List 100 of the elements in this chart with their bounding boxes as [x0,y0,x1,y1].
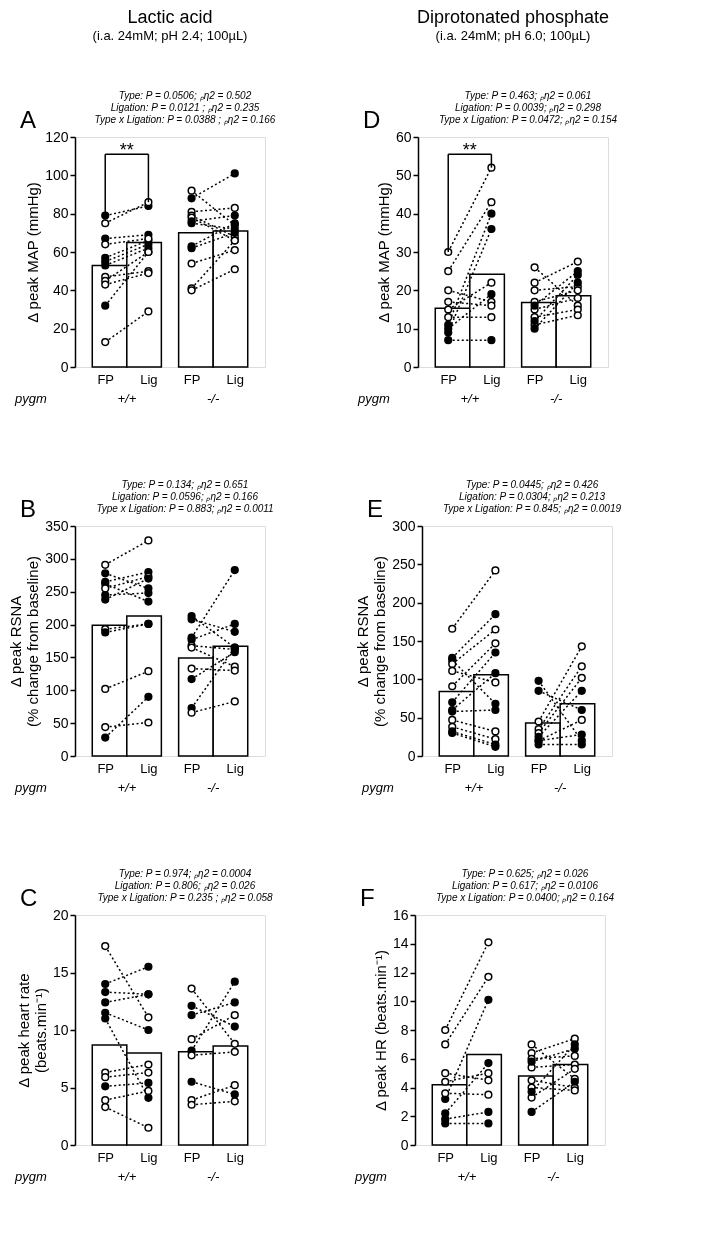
text: -/- [554,780,567,795]
annotation: ** [119,140,134,161]
text: +/+ [117,391,137,406]
x-tick-label: FP [97,1149,115,1165]
y-tick-label: 10 [52,1021,69,1038]
text: +/+ [464,780,484,795]
y-tick-label: 80 [52,205,69,222]
text: -/- [550,391,563,406]
y-tick-label: 30 [395,243,412,260]
y-tick-label: 250 [392,555,416,572]
y-tick-label: 100 [45,166,69,183]
y-tick-label: 2 [400,1107,409,1124]
y-tick-label: 100 [392,670,416,687]
text: +/+ [457,1169,477,1184]
y-tick-label: 12 [392,964,409,980]
x-tick-label: Lig [573,760,591,776]
y-tick-label: 20 [52,906,69,923]
y-tick-label: 8 [400,1021,409,1038]
text: -/- [207,1169,220,1184]
y-tick-label: 0 [400,1136,409,1153]
text: pygm [361,780,394,795]
text: pygm [354,1169,387,1184]
text: Ligation: P = 0.0304; ₚη2 = 0.213 [459,491,606,503]
text: pygm [14,391,47,406]
text: Type: P = 0.625; ₚη2 = 0.026 [461,868,589,880]
x-tick-label: FP [523,1149,541,1165]
text: F [360,884,375,911]
y-tick-label: 100 [45,681,69,698]
chart-title: Diprotonated phosphate [416,7,610,27]
y-axis-title: Δ peak MAP (mmHg) [374,182,392,323]
text: +/+ [117,1169,137,1184]
x-tick-label: Lig [226,371,244,387]
y-tick-label: 40 [52,281,69,298]
x-tick-label: FP [97,760,115,776]
text: Ligation: P = 0.806; ₚη2 = 0.026 [114,880,256,892]
text: +/+ [117,780,137,795]
text: Type: P = 0.134; ₚη2 = 0.651 [121,479,249,491]
y-tick-label: 150 [392,632,416,649]
text: Type: P = 0.974; ₚη2 = 0.0004 [118,868,252,880]
y-tick-label: 50 [399,709,416,726]
y-tick-label: 0 [60,1136,69,1153]
y-tick-label: 0 [60,358,69,375]
y-tick-label: 14 [392,935,409,952]
y-tick-label: 60 [395,128,412,145]
x-tick-label: Lig [483,371,501,387]
y-tick-label: 6 [400,1050,409,1067]
y-tick-label: 150 [45,648,69,665]
y-tick-label: 200 [45,616,69,633]
text: Ligation: P = 0.0121 ; ₚη2 = 0.235 [110,102,260,114]
y-tick-label: 300 [392,517,416,534]
text: pygm [14,780,47,795]
x-tick-label: FP [444,760,462,776]
y-tick-label: 250 [45,583,69,600]
x-tick-label: FP [526,371,544,387]
y-tick-label: 4 [400,1079,409,1095]
x-tick-label: FP [183,371,201,387]
y-tick-label: 200 [392,594,416,611]
y-tick-label: 5 [60,1079,69,1095]
text: Type: P = 0.0506; ₚη2 = 0.502 [118,90,252,102]
x-tick-label: FP [530,760,548,776]
y-axis-title: Δ peak RSNA (% change from baseline) [354,556,389,727]
y-axis-title: Δ peak HR (beats.min⁻¹) [371,950,389,1111]
y-tick-label: 20 [395,281,412,298]
x-tick-label: FP [183,760,201,776]
text: -/- [547,1169,560,1184]
y-tick-label: 350 [45,517,69,534]
y-tick-label: 300 [45,550,69,567]
y-tick-label: 10 [395,320,412,337]
x-tick-label: Lig [487,760,505,776]
y-tick-label: 16 [392,906,409,923]
text: Ligation: P = 0.0039; ₚη2 = 0.298 [455,102,602,114]
y-tick-label: 50 [52,714,69,731]
text: E [367,495,384,522]
y-tick-label: 0 [407,747,416,764]
y-tick-label: 20 [52,320,69,337]
x-tick-label: Lig [226,760,244,776]
text: Ligation: P = 0.617; ₚη2 = 0.0106 [452,880,599,892]
text: -/- [207,780,220,795]
text: Ligation: P = 0.0596; ₚη2 = 0.166 [112,491,259,503]
y-tick-label: 120 [45,128,69,145]
text: Type: P = 0.0445; ₚη2 = 0.426 [465,479,599,491]
y-tick-label: 60 [52,243,69,260]
text: Type x Ligation: P = 0.883; ₚη2 = 0.0011 [96,503,274,515]
x-tick-label: Lig [140,760,158,776]
x-tick-label: Lig [566,1149,584,1165]
text: Type x Ligation: P = 0.0472; ₚη2 = 0.154 [438,114,618,126]
x-tick-label: FP [440,371,458,387]
text: -/- [207,391,220,406]
y-tick-label: 40 [395,205,412,222]
text: Type x Ligation: P = 0.235 ; ₚη2 = 0.058 [97,892,274,904]
text: Type x Ligation: P = 0.845; ₚη2 = 0.0019 [442,503,622,515]
chart-subtitle: (i.a. 24mM; pH 2.4; 100µL) [92,28,248,43]
x-tick-label: Lig [569,371,587,387]
text: pygm [357,391,390,406]
text: B [20,495,37,522]
chart-title: Lactic acid [127,7,213,27]
y-axis-title: Δ peak RSNA (% change from baseline) [7,556,42,727]
y-axis-title: Δ peak MAP (mmHg) [24,182,42,323]
y-tick-label: 0 [60,747,69,764]
text: A [20,106,37,133]
